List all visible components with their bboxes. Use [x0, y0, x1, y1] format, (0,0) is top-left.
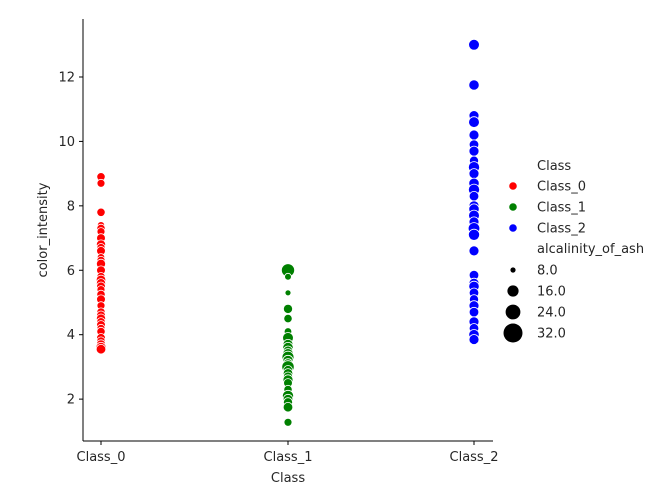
data-point-class-1: [284, 289, 292, 297]
data-point-class-1: [282, 303, 293, 314]
y-ticks: 2 4 6 8 10 12: [58, 70, 83, 408]
data-point-class-2: [468, 245, 480, 257]
size-legend-marker: [505, 304, 521, 320]
legend-marker-class-0: [508, 181, 518, 191]
size-legend-marker: [507, 285, 519, 297]
data-point-class-1: [284, 272, 292, 281]
data-point-class-2: [468, 190, 480, 202]
data-point-class-2: [468, 38, 480, 51]
points-layer: [95, 38, 481, 427]
size-legend-marker: [510, 267, 516, 273]
x-axis-label: Class: [271, 471, 305, 486]
x-tick-label: Class_2: [450, 450, 499, 465]
data-point-class-1: [282, 402, 294, 413]
data-point-class-0: [96, 207, 106, 217]
data-point-class-2: [467, 228, 480, 241]
legend: Class Class_0 Class_1 Class_2 alcalinity_o…: [503, 159, 644, 343]
legend-marker-class-2: [508, 223, 518, 233]
legend-label-class-1: Class_1: [537, 201, 586, 216]
y-axis-label: color_intensity: [36, 182, 51, 277]
size-legend-label: 8.0: [537, 264, 558, 279]
data-point-class-2: [468, 145, 480, 157]
x-tick-label: Class_0: [77, 450, 126, 465]
data-point-class-2: [468, 306, 480, 318]
size-legend-label: 32.0: [537, 327, 566, 342]
size-legend-marker: [503, 323, 523, 343]
y-tick-label: 4: [67, 328, 75, 343]
size-legend-title: alcalinity_of_ash: [537, 242, 644, 257]
data-point-class-2: [468, 129, 480, 141]
y-tick-label: 8: [67, 199, 75, 214]
data-point-class-2: [468, 334, 480, 345]
legend-label-class-0: Class_0: [537, 180, 586, 195]
y-tick-label: 6: [67, 264, 75, 279]
data-point-class-1: [283, 313, 293, 324]
legend-label-class-2: Class_2: [537, 222, 586, 237]
x-tick-label: Class_1: [264, 450, 313, 465]
data-point-class-2: [468, 116, 480, 128]
size-legend-label: 16.0: [537, 285, 566, 300]
x-ticks: Class_0 Class_1 Class_2: [77, 441, 499, 465]
hue-legend-title: Class: [537, 159, 571, 174]
data-point-class-0: [96, 178, 106, 188]
size-legend-label: 24.0: [537, 306, 566, 321]
data-point-class-2: [468, 79, 480, 91]
y-tick-label: 2: [67, 393, 75, 408]
data-point-class-0: [95, 344, 107, 355]
data-point-class-1: [283, 417, 293, 427]
y-tick-label: 12: [58, 70, 75, 85]
y-tick-label: 10: [58, 135, 75, 150]
legend-marker-class-1: [508, 202, 518, 212]
data-point-class-2: [468, 168, 480, 180]
